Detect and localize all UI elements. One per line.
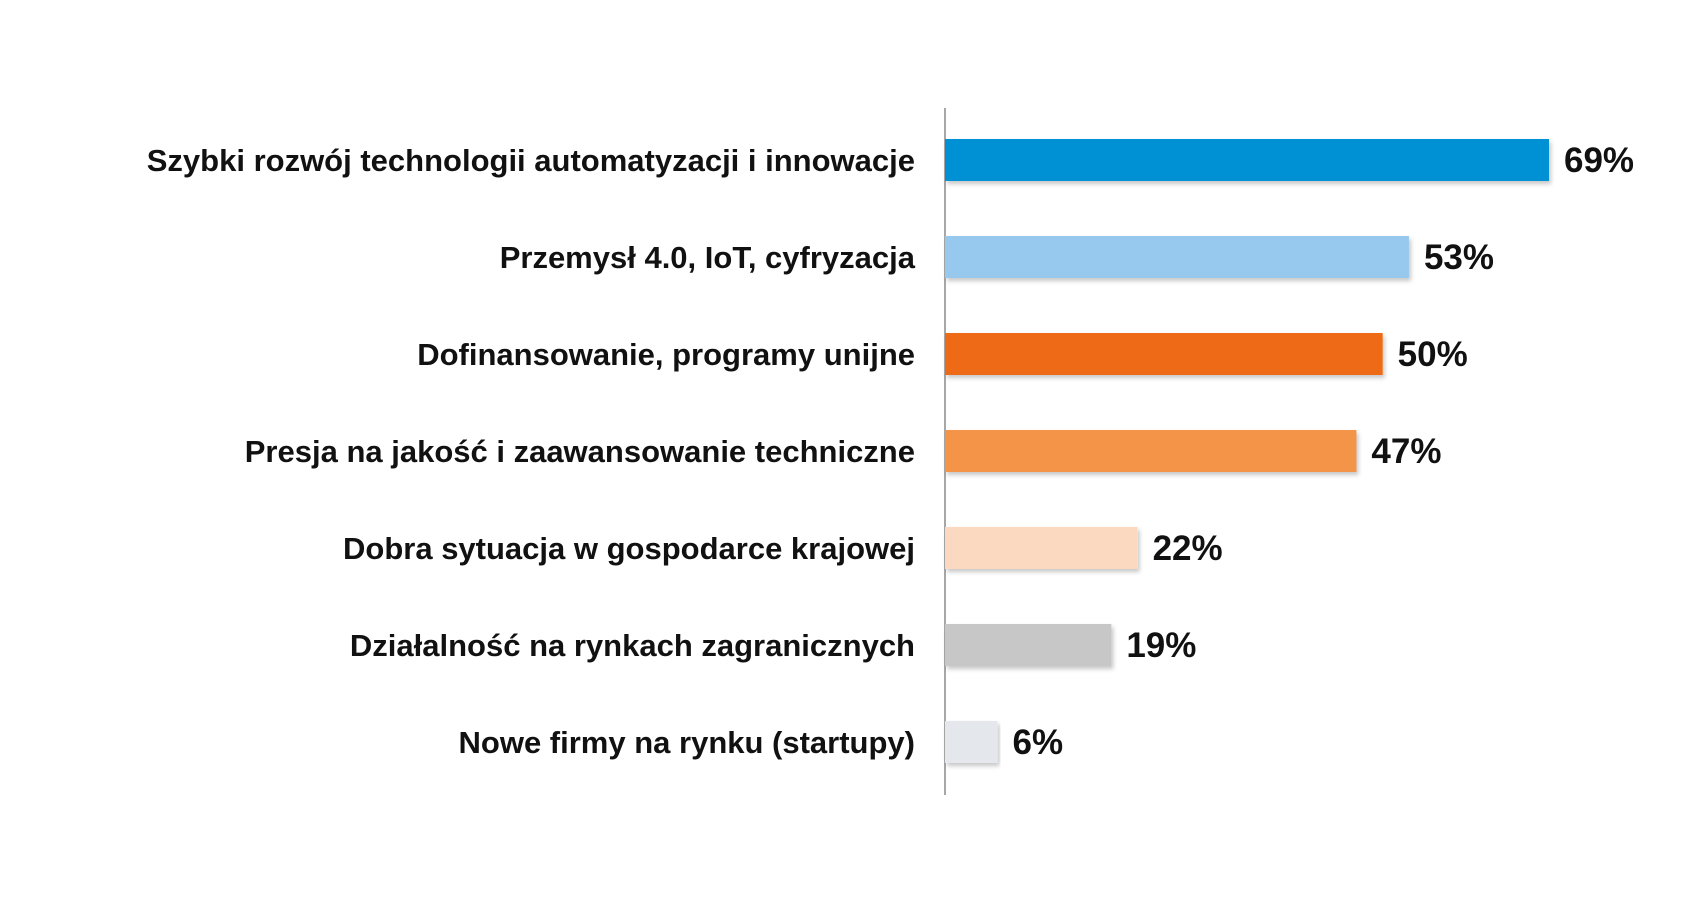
data-label: 50% — [1398, 335, 1468, 374]
category-label: Dobra sytuacja w gospodarce krajowej — [343, 531, 915, 566]
category-label: Przemysł 4.0, IoT, cyfryzacja — [500, 240, 916, 275]
bars-group — [945, 139, 1549, 763]
data-label: 53% — [1424, 238, 1494, 277]
bar — [945, 333, 1383, 375]
data-label: 6% — [1013, 723, 1064, 762]
bar — [945, 721, 998, 763]
category-label: Dofinansowanie, programy unijne — [417, 337, 915, 372]
data-label: 47% — [1371, 432, 1441, 471]
bar — [945, 624, 1112, 666]
category-label: Nowe firmy na rynku (startupy) — [459, 725, 915, 760]
data-label: 19% — [1126, 626, 1196, 665]
data-label: 69% — [1564, 141, 1634, 180]
bar — [945, 527, 1138, 569]
data-label: 22% — [1153, 529, 1223, 568]
category-label: Szybki rozwój technologii automatyzacji … — [147, 143, 915, 178]
labels-group: Szybki rozwój technologii automatyzacji … — [147, 141, 1634, 762]
bar — [945, 139, 1549, 181]
category-label: Presja na jakość i zaawansowanie technic… — [245, 434, 915, 469]
category-label: Działalność na rynkach zagranicznych — [350, 628, 915, 663]
bar — [945, 430, 1357, 472]
bar — [945, 236, 1409, 278]
